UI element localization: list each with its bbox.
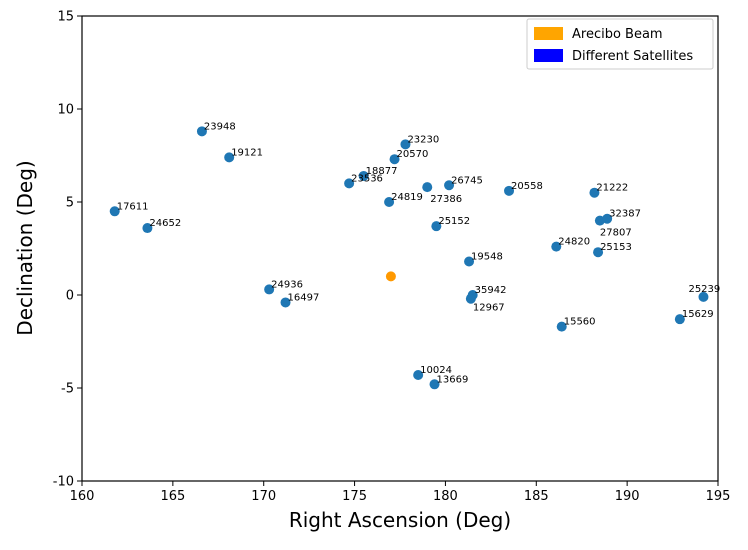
satellite-point xyxy=(556,321,567,332)
satellite-label: 24819 xyxy=(391,192,423,203)
satellite-label: 27386 xyxy=(430,194,462,205)
satellite-label: 23230 xyxy=(407,134,439,145)
satellite-point xyxy=(602,213,613,224)
satellite-point xyxy=(464,256,475,267)
satellite-point xyxy=(422,182,433,193)
satellite-label: 18877 xyxy=(366,166,398,177)
legend-swatch-different-satellites xyxy=(534,49,563,62)
satellite-label: 23536 xyxy=(351,173,383,184)
satellite-label: 19548 xyxy=(471,252,503,263)
satellite-label: 17611 xyxy=(117,201,149,212)
satellite-point xyxy=(504,185,515,196)
legend-label-different-satellites: Different Satellites xyxy=(572,49,693,64)
satellite-point xyxy=(400,139,411,150)
satellite-label: 27807 xyxy=(600,228,632,239)
legend: Arecibo Beam Different Satellites xyxy=(526,18,714,70)
satellite-point xyxy=(389,154,400,165)
satellite-label: 24652 xyxy=(149,218,181,229)
satellite-point xyxy=(431,221,442,232)
satellite-label: 20558 xyxy=(511,181,543,192)
y-tick-label: -10 xyxy=(53,475,74,490)
satellite-point xyxy=(142,223,153,234)
satellite-point xyxy=(413,369,424,380)
satellite-point xyxy=(429,379,440,390)
legend-box xyxy=(526,18,714,70)
satellite-point xyxy=(344,178,355,189)
satellite-point xyxy=(593,247,604,258)
satellite-point xyxy=(465,293,476,304)
x-axis-label: Right Ascension (Deg) xyxy=(289,508,511,532)
y-tick-label: 5 xyxy=(66,196,74,211)
satellite-label: 32387 xyxy=(609,209,641,220)
x-tick-label: 190 xyxy=(615,489,640,504)
legend-swatch-arecibo-beam xyxy=(534,27,563,40)
y-tick-label: -5 xyxy=(61,382,74,397)
points-layer xyxy=(109,126,709,390)
satellite-point xyxy=(698,291,709,302)
satellite-point xyxy=(358,170,369,181)
x-tick-label: 195 xyxy=(706,489,731,504)
satellite-point xyxy=(264,284,275,295)
satellite-label: 16497 xyxy=(288,292,320,303)
satellite-label: 25152 xyxy=(438,216,470,227)
satellite-label: 35942 xyxy=(475,285,507,296)
plot-frame xyxy=(81,15,719,482)
satellite-label: 24820 xyxy=(558,237,590,248)
axis-ticks: 160 165 170 175 180 185 190 195 -10 -5 0 5 10 15 xyxy=(53,10,731,505)
satellite-point xyxy=(280,297,291,308)
x-tick-label: 170 xyxy=(251,489,276,504)
satellite-label: 12967 xyxy=(473,303,505,314)
satellite-point xyxy=(551,241,562,252)
y-axis-label: Declination (Deg) xyxy=(13,160,37,335)
legend-label-arecibo-beam: Arecibo Beam xyxy=(572,27,663,42)
satellite-label: 19121 xyxy=(231,147,263,158)
satellite-label: 26745 xyxy=(451,175,483,186)
satellite-point xyxy=(674,314,685,325)
satellite-label: 15629 xyxy=(682,309,714,320)
arecibo-beam-point xyxy=(385,271,396,282)
satellite-point xyxy=(589,187,600,198)
satellite-point xyxy=(109,206,120,217)
satellite-point xyxy=(384,197,395,207)
x-tick-label: 160 xyxy=(70,489,95,504)
x-tick-label: 185 xyxy=(524,489,549,504)
satellite-label: 21222 xyxy=(596,183,628,194)
y-tick-label: 10 xyxy=(57,103,74,118)
y-tick-label: 15 xyxy=(57,10,74,25)
satellite-label: 10024 xyxy=(420,365,452,376)
x-tick-label: 165 xyxy=(160,489,185,504)
x-tick-label: 175 xyxy=(342,489,367,504)
satellite-point xyxy=(224,152,235,163)
satellite-label: 23948 xyxy=(204,121,236,132)
satellite-label: 25239 xyxy=(688,284,720,295)
x-tick-label: 180 xyxy=(433,489,458,504)
satellite-label: 15560 xyxy=(564,317,596,328)
satellite-label: 13669 xyxy=(437,374,469,385)
satellite-label: 20570 xyxy=(397,149,429,160)
satellite-point xyxy=(444,180,455,191)
satellite-label: 24936 xyxy=(271,279,303,290)
satellite-label: 25153 xyxy=(600,242,632,253)
y-tick-label: 0 xyxy=(66,289,74,304)
satellite-point xyxy=(196,126,207,137)
